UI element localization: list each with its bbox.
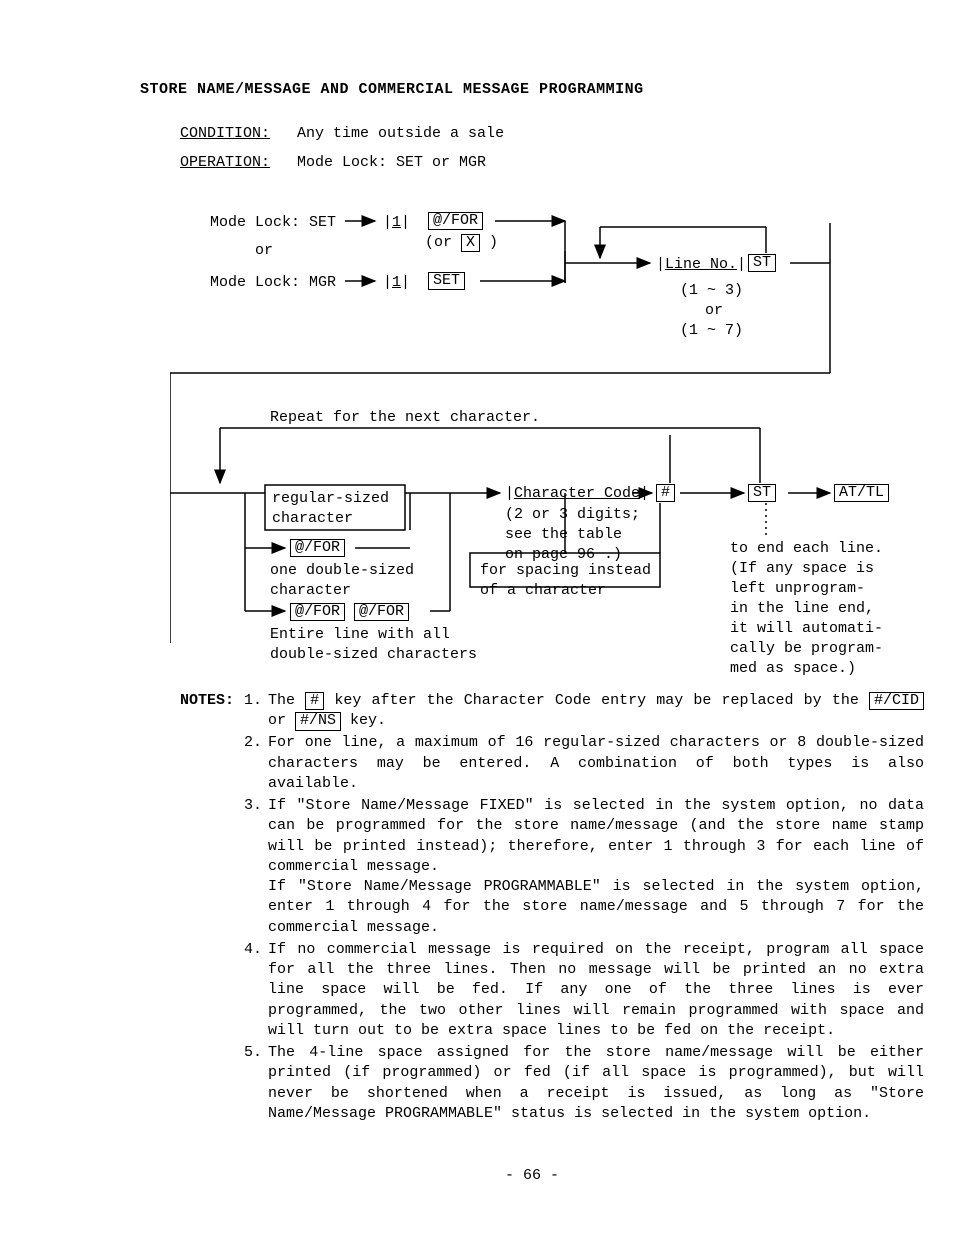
note-2: 2. For one line, a maximum of 16 regular…: [240, 733, 924, 794]
hash-key: #: [656, 484, 675, 503]
end-line-7: med as space.): [730, 659, 856, 679]
note-3: 3. If "Store Name/Message FIXED" is sele…: [240, 796, 924, 938]
mode-lock-mgr: Mode Lock: MGR: [210, 273, 336, 293]
page-number: - 66 -: [140, 1166, 924, 1186]
one-double-2: character: [270, 581, 351, 601]
end-line-5: it will automati-: [730, 619, 883, 639]
digit-one-2: |1|: [383, 273, 410, 293]
notes-label: NOTES:: [180, 691, 240, 1126]
character-code: |Character Code|: [505, 484, 649, 504]
regular-1: regular-sized: [272, 489, 389, 509]
set-key: SET: [428, 272, 465, 291]
notes-section: NOTES: 1. The # key after the Character …: [180, 691, 924, 1126]
at-for-key-2: @/FOR: [290, 539, 345, 558]
one-double-1: one double-sized: [270, 561, 414, 581]
operation-label: OPERATION:: [180, 154, 270, 171]
mode-lock-set: Mode Lock: SET: [210, 213, 336, 233]
end-line-2: (If any space is: [730, 559, 874, 579]
range-1-7: (1 ~ 7): [680, 321, 743, 341]
condition-row: CONDITION: Any time outside a sale: [180, 124, 924, 144]
repeat-text: Repeat for the next character.: [270, 408, 540, 428]
or-x: (or X ): [425, 233, 498, 253]
page-title: STORE NAME/MESSAGE AND COMMERCIAL MESSAG…: [140, 80, 924, 100]
operation-text: Mode Lock: SET or MGR: [297, 154, 486, 171]
digit-one: |1|: [383, 213, 410, 233]
at-tl-key: AT/TL: [834, 484, 889, 503]
end-line-1: to end each line.: [730, 539, 883, 559]
st-key: ST: [748, 254, 776, 273]
cc-sub1: (2 or 3 digits;: [505, 505, 640, 525]
end-line-6: cally be program-: [730, 639, 883, 659]
st-key-2: ST: [748, 484, 776, 503]
condition-text: Any time outside a sale: [297, 125, 504, 142]
note-4: 4. If no commercial message is required …: [240, 940, 924, 1041]
end-line-3: left unprogram-: [730, 579, 865, 599]
or-text-2: or: [705, 301, 723, 321]
line-no: |Line No.|: [656, 255, 746, 275]
end-line-4: in the line end,: [730, 599, 874, 619]
note-1: 1. The # key after the Character Code en…: [240, 691, 924, 732]
or-text: or: [255, 241, 273, 261]
range-1-3: (1 ~ 3): [680, 281, 743, 301]
entire-2: double-sized characters: [270, 645, 477, 665]
at-for-key: @/FOR: [428, 212, 483, 231]
operation-row: OPERATION: Mode Lock: SET or MGR: [180, 153, 924, 173]
cc-sub2: see the table: [505, 525, 622, 545]
spacing-1: for spacing instead: [480, 561, 651, 581]
condition-label: CONDITION:: [180, 125, 270, 142]
note-5: 5. The 4-line space assigned for the sto…: [240, 1043, 924, 1124]
flow-diagram: Mode Lock: SET or Mode Lock: MGR |1| @/F…: [170, 203, 924, 673]
spacing-2: of a character: [480, 581, 606, 601]
regular-2: character: [272, 509, 353, 529]
entire-1: Entire line with all: [270, 625, 450, 645]
at-for-double: @/FOR @/FOR: [290, 602, 409, 622]
